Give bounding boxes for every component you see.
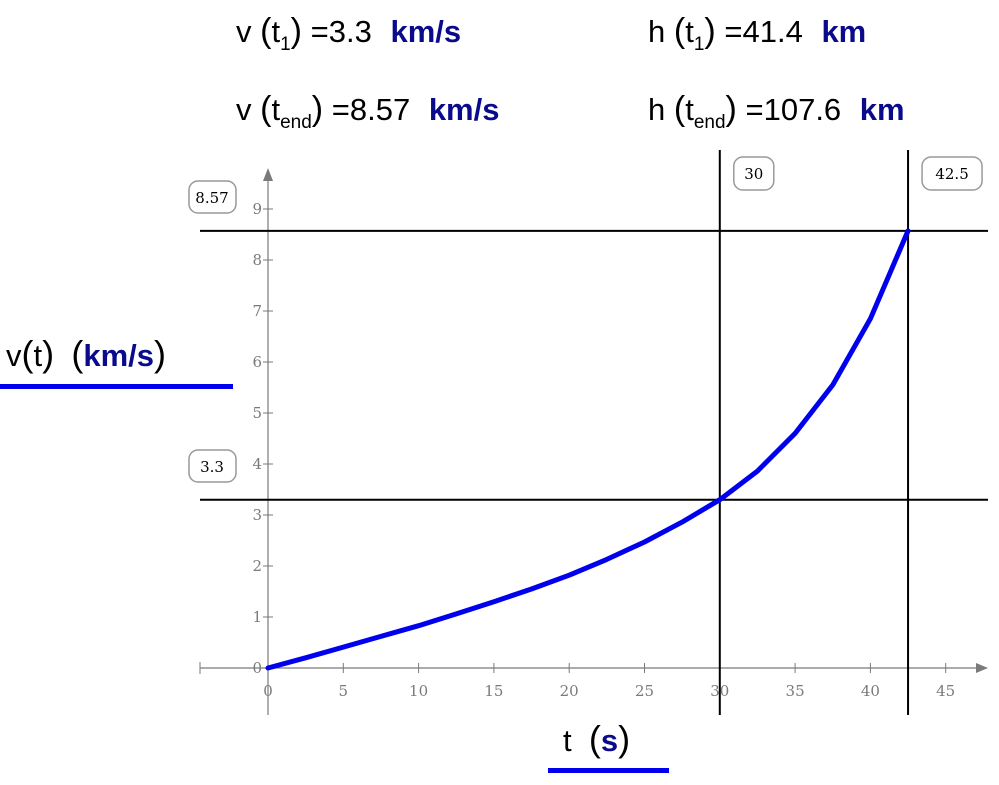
- x-tick-label: 35: [786, 682, 805, 700]
- equation-v-t1: v (t1) =3.3 km/s: [236, 12, 462, 55]
- x-tick-label: 40: [861, 682, 880, 700]
- y-axis-label: v(t) (km/s): [6, 333, 167, 374]
- equation-value: 107.6: [763, 92, 842, 127]
- data-point: [681, 521, 683, 523]
- equation-value: 3.3: [328, 14, 372, 49]
- equation-arg: t: [685, 14, 694, 49]
- equation-subscript: 1: [693, 34, 705, 55]
- equation-arg: t: [271, 92, 281, 127]
- equation-unit: km/s: [428, 92, 500, 127]
- equation-value: 41.4: [742, 14, 803, 49]
- data-point: [606, 558, 608, 561]
- data-point: [493, 600, 495, 603]
- x-tick-label: 20: [560, 682, 579, 700]
- equation-h-tend: h (tend) =107.6 km: [648, 90, 905, 133]
- data-point: [643, 541, 646, 543]
- horizontal-marker-label-box: [188, 180, 237, 214]
- equation-fn: v: [236, 14, 252, 49]
- x-tick-label: 15: [484, 682, 503, 700]
- equation-value: 8.57: [349, 92, 411, 127]
- x-tick-label: 0: [263, 682, 273, 700]
- y-axis-arrow-icon: [263, 168, 273, 181]
- data-point: [304, 657, 307, 659]
- data-point: [907, 230, 909, 232]
- y-tick-label: 6: [252, 353, 262, 371]
- data-point: [417, 624, 420, 627]
- data-point: [267, 667, 269, 669]
- horizontal-marker-label-box: [188, 449, 237, 483]
- horizontal-marker-label: 3.3: [200, 458, 224, 476]
- equation-subscript: 1: [280, 34, 291, 55]
- data-point: [530, 588, 533, 590]
- y-series-legend-line: [0, 384, 233, 389]
- horizontal-marker-label: 8.57: [195, 189, 228, 207]
- equation-unit: km: [821, 14, 867, 49]
- x-tick-label: 45: [936, 682, 955, 700]
- y-tick-label: 1: [252, 608, 262, 626]
- x-tick-label: 10: [409, 682, 428, 700]
- vertical-marker-label: 42.5: [935, 165, 968, 183]
- equation-fn: h: [648, 14, 666, 49]
- vertical-marker-label: 30: [744, 165, 763, 183]
- velocity-curve: [265, 228, 911, 671]
- y-tick-label: 0: [252, 659, 262, 677]
- data-point: [342, 646, 345, 648]
- equation-unit: km/s: [390, 14, 462, 49]
- x-tick-label: 5: [339, 682, 349, 700]
- data-point: [831, 384, 834, 386]
- y-tick-label: 4: [252, 455, 262, 473]
- equation-arg: t: [685, 92, 694, 127]
- y-tick-label: 3: [252, 506, 262, 524]
- vertical-marker-label-box: [921, 156, 983, 191]
- x-axis-arrow-icon: [976, 663, 988, 673]
- equation-subscript: end: [693, 112, 726, 133]
- data-point: [869, 317, 872, 320]
- data-point: [380, 635, 382, 638]
- data-point: [794, 432, 796, 435]
- y-tick-label: 9: [252, 200, 262, 218]
- data-point: [719, 498, 721, 501]
- equation-unit: km: [859, 92, 905, 127]
- x-series-legend-line: [548, 768, 669, 773]
- y-tick-label: 2: [252, 557, 262, 575]
- x-tick-label: 25: [635, 682, 654, 700]
- x-axis-label: t (s): [563, 718, 631, 759]
- equation-fn: v: [236, 92, 252, 127]
- equation-v-tend: v (tend) =8.57 km/s: [236, 90, 500, 133]
- y-tick-label: 5: [252, 404, 262, 422]
- data-point: [756, 470, 759, 472]
- y-tick-label: 7: [252, 302, 262, 320]
- vertical-marker-label-box: [733, 156, 775, 191]
- equation-h-t1: h (t1) =41.4 km: [648, 12, 867, 55]
- equation-arg: t: [271, 14, 281, 49]
- equation-fn: h: [648, 92, 666, 127]
- equation-subscript: end: [280, 112, 312, 133]
- data-point: [568, 574, 570, 576]
- data-point: [455, 613, 458, 615]
- y-tick-label: 8: [252, 251, 262, 269]
